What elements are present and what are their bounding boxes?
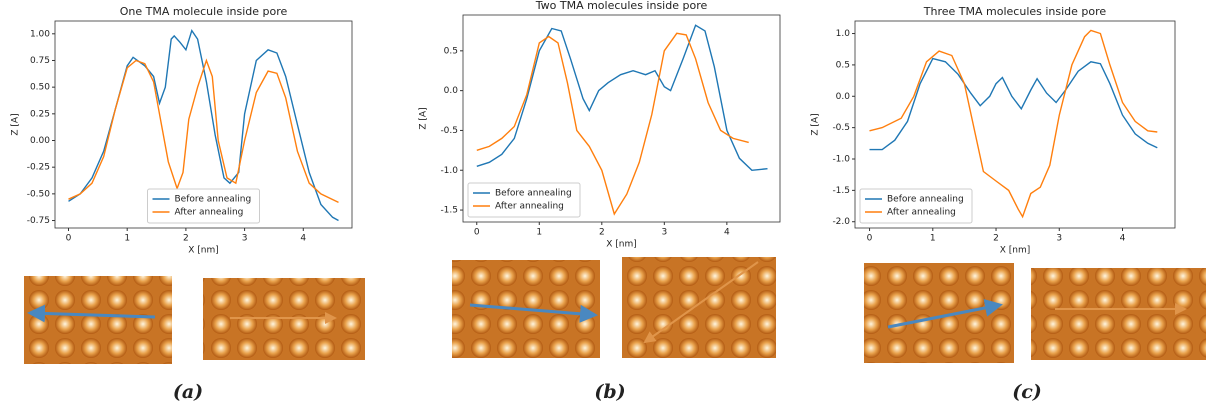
- y-tick-label: 0.5: [836, 60, 850, 70]
- x-axis-label: X [nm]: [1000, 246, 1031, 256]
- y-tick-label: 1.00: [30, 29, 50, 39]
- chart-title: One TMA molecule inside pore: [120, 5, 288, 18]
- stm-image: [1031, 268, 1206, 360]
- stm-image: [24, 276, 172, 364]
- y-tick-label: 0.00: [30, 136, 50, 146]
- arrow: [469, 303, 598, 323]
- stm-images: [24, 257, 1206, 364]
- stm-image: [622, 257, 776, 358]
- stm-image: [864, 263, 1014, 363]
- y-tick-label: 0.0: [836, 92, 851, 102]
- x-axis-label: X [nm]: [606, 240, 637, 250]
- line: [869, 29, 1158, 219]
- arrow: [643, 261, 759, 344]
- legend-label: Before annealing: [887, 195, 964, 205]
- legend-label: Before annealing: [175, 195, 252, 205]
- axes-frame: [854, 20, 1176, 229]
- y-tick-label: -0.50: [27, 189, 51, 199]
- legend-label: After annealing: [887, 208, 956, 218]
- y-tick-label: -0.25: [27, 163, 50, 173]
- y-tick-label: -1.5: [440, 206, 458, 216]
- x-tick-label: 1: [124, 234, 130, 244]
- line: [68, 58, 339, 204]
- y-tick-label: 0.25: [30, 109, 50, 119]
- x-tick-label: 0: [66, 234, 72, 244]
- x-tick-label: 4: [300, 234, 306, 244]
- axes-frame: [462, 14, 781, 223]
- axes-frame: [54, 20, 353, 229]
- x-tick-label: 1: [930, 234, 936, 244]
- x-tick-label: 1: [536, 228, 542, 238]
- legend-label: After annealing: [495, 202, 564, 212]
- line: [476, 32, 749, 216]
- legend-label: After annealing: [175, 208, 244, 218]
- y-tick-label: -1.5: [832, 186, 850, 196]
- x-tick-label: 0: [867, 234, 873, 244]
- legend-label: Before annealing: [495, 189, 572, 199]
- arrow: [887, 299, 1003, 329]
- arrow: [27, 304, 156, 323]
- y-axis-label: Z [A]: [419, 107, 429, 129]
- chart-title: Two TMA molecules inside pore: [535, 0, 708, 12]
- y-axis-label: Z [A]: [11, 113, 21, 135]
- line: [476, 24, 768, 172]
- x-tick-label: 3: [1056, 234, 1062, 244]
- y-tick-label: -1.0: [440, 166, 458, 176]
- y-tick-label: 1.0: [836, 29, 851, 39]
- y-tick-label: -0.75: [27, 216, 50, 226]
- caption: (a): [173, 381, 203, 403]
- y-tick-label: 0.5: [444, 46, 458, 56]
- x-tick-label: 3: [242, 234, 248, 244]
- x-tick-label: 2: [993, 234, 999, 244]
- legend-box: [859, 188, 973, 224]
- x-tick-label: 3: [661, 228, 667, 238]
- x-tick-label: 2: [599, 228, 605, 238]
- x-tick-label: 2: [183, 234, 189, 244]
- x-tick-label: 4: [1120, 234, 1126, 244]
- caption: (b): [594, 381, 625, 403]
- y-tick-label: -0.5: [832, 123, 850, 133]
- y-tick-label: -2.0: [832, 217, 850, 227]
- y-tick-label: -1.0: [832, 155, 850, 165]
- legend-box: [467, 182, 581, 218]
- x-tick-label: 0: [474, 228, 480, 238]
- chart-title: Three TMA molecules inside pore: [923, 5, 1107, 18]
- y-tick-label: 0.50: [30, 83, 50, 93]
- caption: (c): [1012, 381, 1042, 403]
- y-tick-label: 0.75: [30, 56, 50, 66]
- legend-box: [147, 188, 260, 224]
- y-tick-label: 0.0: [444, 86, 459, 96]
- line: [869, 57, 1158, 151]
- y-tick-label: -0.5: [440, 126, 458, 136]
- line: [68, 29, 339, 222]
- x-tick-label: 4: [724, 228, 730, 238]
- y-axis-label: Z [A]: [811, 113, 821, 135]
- x-axis-label: X [nm]: [188, 246, 219, 256]
